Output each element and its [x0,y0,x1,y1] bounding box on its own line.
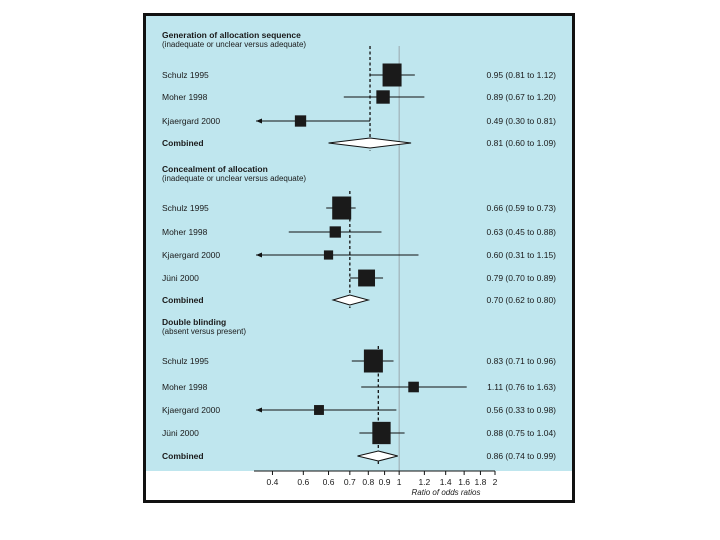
combined-diamond [331,294,371,306]
x-tick-label: 1.6 [458,477,470,487]
x-tick-label: 0.4 [267,477,279,487]
arrow-left-icon [256,252,262,258]
x-tick-label: 1.2 [418,477,430,487]
study-label: Moher 1998 [162,382,208,392]
point-estimate-box [358,269,376,287]
forest-section: Double blinding(absent versus present) Sc… [162,317,556,464]
point-estimate-box [323,250,334,260]
combined-label: Combined [162,295,204,305]
x-tick-label: 1.4 [440,477,452,487]
section-title: Double blinding [162,317,226,327]
point-estimate-box [332,196,352,220]
forest-section: Concealment of allocation(inadequate or … [162,164,556,308]
study-row: Moher 1998 0.63 (0.45 to 0.88) [162,226,557,238]
arrow-left-icon [256,407,262,413]
study-row: Kjaergard 2000 0.56 (0.33 to 0.98) [162,405,556,415]
estimate-text: 0.63 (0.45 to 0.88) [487,227,557,237]
x-tick-label: 0.6 [323,477,335,487]
estimate-text: 0.66 (0.59 to 0.73) [487,203,557,213]
forest-plot-figure: Generation of allocation sequence (inadeq… [143,13,575,503]
study-label: Schulz 1995 [162,356,209,366]
study-label: Kjaergard 2000 [162,116,220,126]
study-label: Jüni 2000 [162,428,199,438]
combined-estimate-text: 0.86 (0.74 to 0.99) [487,451,557,461]
point-estimate-box [363,349,383,373]
estimate-text: 0.60 (0.31 to 1.15) [487,250,557,260]
section-subtitle: (inadequate or unclear versus adequate) [162,40,306,49]
study-label: Moher 1998 [162,92,208,102]
study-row: Kjaergard 2000 0.49 (0.30 to 0.81) [162,115,557,127]
estimate-text: 0.83 (0.71 to 0.96) [487,356,557,366]
plot-panel-background [146,16,572,471]
combined-estimate-text: 0.70 (0.62 to 0.80) [487,295,557,305]
combined-label: Combined [162,451,204,461]
estimate-text: 0.95 (0.81 to 1.12) [487,70,557,80]
study-label: Kjaergard 2000 [162,250,220,260]
study-row: Moher 1998 1.11 (0.76 to 1.63) [162,381,556,393]
section-subtitle: (inadequate or unclear versus adequate) [162,174,306,183]
study-label: Kjaergard 2000 [162,405,220,415]
x-tick-label: 1 [397,477,402,487]
point-estimate-box [294,115,307,127]
combined-diamond [357,450,398,462]
point-estimate-box [382,63,402,87]
x-tick-label: 0.7 [344,477,356,487]
point-estimate-box [372,421,391,445]
point-estimate-box [408,381,419,393]
combined-diamond [328,137,412,149]
point-estimate-box [329,226,341,238]
estimate-text: 0.49 (0.30 to 0.81) [487,116,557,126]
combined-row: Combined 0.81 (0.60 to 1.09) [162,137,557,149]
estimate-text: 0.56 (0.33 to 0.98) [487,405,557,415]
study-label: Jüni 2000 [162,273,199,283]
study-row: Jüni 2000 0.88 (0.75 to 1.04) [162,421,557,445]
forest-section: Generation of allocation sequence(inadeq… [162,30,556,151]
study-row: Schulz 1995 0.95 (0.81 to 1.12) [162,63,557,87]
estimate-text: 1.11 (0.76 to 1.63) [487,382,556,392]
x-tick-label: 0.6 [297,477,309,487]
x-tick-label: 0.9 [379,477,391,487]
combined-label: Combined [162,138,204,148]
x-tick-label: 1.8 [475,477,487,487]
estimate-text: 0.89 (0.67 to 1.20) [487,92,557,102]
study-label: Schulz 1995 [162,203,209,213]
section-title: Concealment of allocation [162,164,268,174]
study-row: Jüni 2000 0.79 (0.70 to 0.89) [162,269,557,287]
study-label: Moher 1998 [162,227,208,237]
forest-plot-svg: Generation of allocation sequence(inadeq… [146,16,572,497]
study-row: Kjaergard 2000 0.60 (0.31 to 1.15) [162,250,556,260]
estimate-text: 0.88 (0.75 to 1.04) [487,428,557,438]
study-row: Schulz 1995 0.66 (0.59 to 0.73) [162,196,557,220]
estimate-text: 0.79 (0.70 to 0.89) [487,273,557,283]
section-title: Generation of allocation sequence [162,30,301,40]
section-subtitle: (absent versus present) [162,327,246,336]
study-row: Schulz 1995 0.83 (0.71 to 0.96) [162,349,557,373]
study-label: Schulz 1995 [162,70,209,80]
study-row: Moher 1998 0.89 (0.67 to 1.20) [162,90,557,104]
x-axis-title: Ratio of odds ratios [412,488,481,497]
x-tick-label: 0.8 [362,477,374,487]
combined-estimate-text: 0.81 (0.60 to 1.09) [487,138,557,148]
arrow-left-icon [256,118,262,124]
point-estimate-box [376,90,390,104]
point-estimate-box [314,405,324,415]
combined-row: Combined 0.86 (0.74 to 0.99) [162,450,557,462]
x-tick-label: 2 [493,477,498,487]
combined-row: Combined 0.70 (0.62 to 0.80) [162,294,557,306]
